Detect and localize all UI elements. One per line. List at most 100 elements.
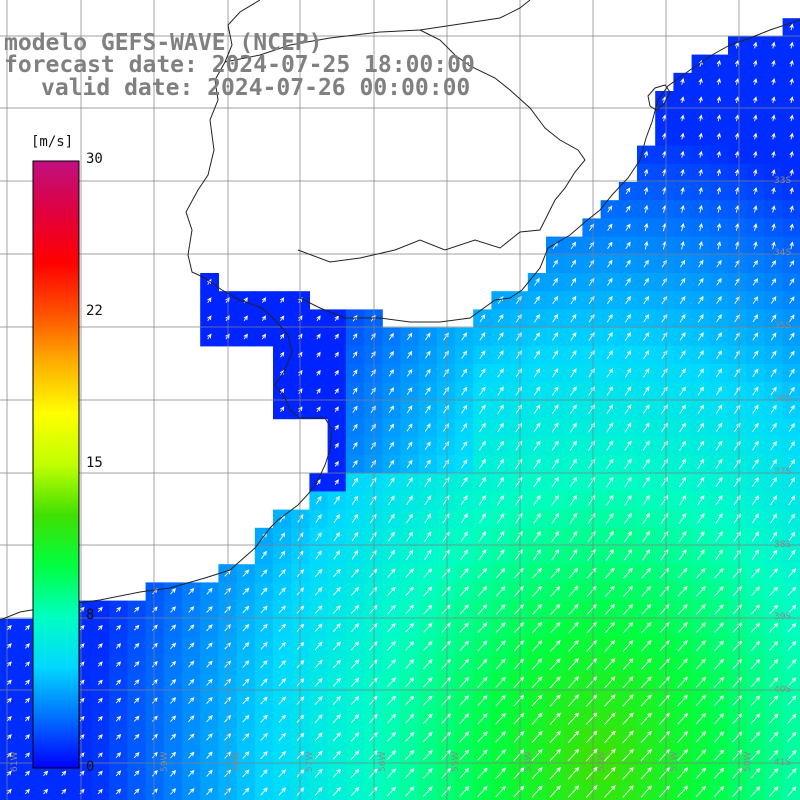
- wind-arrow: [334, 388, 339, 394]
- wind-arrow: [441, 568, 451, 579]
- wind-arrow: [624, 422, 632, 433]
- wind-arrow: [696, 549, 705, 561]
- wind-arrow: [586, 658, 598, 671]
- wind-arrow: [642, 422, 650, 433]
- wind-arrow: [715, 513, 723, 524]
- wind-arrow: [787, 677, 797, 688]
- border-line: [297, 29, 586, 263]
- wind-arrow: [752, 278, 759, 286]
- wind-arrow: [604, 676, 616, 689]
- wind-arrow: [624, 512, 632, 525]
- wind-arrow: [677, 585, 688, 597]
- wind-arrow: [622, 676, 634, 689]
- wind-arrow: [750, 767, 761, 779]
- wind-arrow: [660, 458, 668, 470]
- wind-arrow: [24, 788, 30, 795]
- wind-arrow: [206, 624, 213, 632]
- wind-arrow: [314, 750, 323, 760]
- wind-arrow: [242, 678, 250, 687]
- wind-arrow: [716, 277, 722, 286]
- wind-arrow: [513, 730, 525, 743]
- colorbar-tick-label: 15: [86, 455, 103, 471]
- wind-arrow: [405, 604, 415, 615]
- wind-arrow: [533, 422, 541, 433]
- wind-arrow: [388, 405, 395, 414]
- wind-arrow: [188, 751, 195, 759]
- wind-arrow: [697, 386, 704, 396]
- wind-arrow: [658, 712, 670, 725]
- wind-arrow: [133, 733, 140, 740]
- wind-arrow: [206, 733, 213, 741]
- wind-arrow: [768, 749, 779, 761]
- wind-arrow: [497, 440, 505, 451]
- wind-arrow: [715, 494, 723, 506]
- wind-arrow: [644, 240, 649, 250]
- wind-arrow: [334, 369, 339, 376]
- wind-arrow: [386, 786, 396, 797]
- wind-arrow: [789, 278, 795, 286]
- wind-arrow: [133, 715, 140, 722]
- wind-arrow: [770, 513, 778, 524]
- wind-arrow: [495, 676, 506, 688]
- wind-arrow: [695, 676, 707, 688]
- wind-arrow: [207, 315, 212, 322]
- wind-arrow: [350, 659, 360, 669]
- wind-arrow: [495, 586, 506, 597]
- wind-arrow: [787, 659, 797, 670]
- wind-arrow: [423, 713, 433, 724]
- wind-arrow: [242, 714, 250, 723]
- wind-arrow: [789, 205, 794, 213]
- wind-arrow: [642, 458, 650, 470]
- wind-arrow: [770, 422, 777, 433]
- wind-arrow: [768, 677, 779, 688]
- wind-arrow: [625, 313, 631, 323]
- wind-arrow: [334, 333, 339, 340]
- wind-arrow: [549, 658, 561, 670]
- wind-arrow: [368, 659, 378, 669]
- wind-arrow: [352, 351, 358, 359]
- wind-arrow: [24, 697, 30, 704]
- wind-arrow: [406, 350, 413, 359]
- wind-arrow: [188, 606, 195, 613]
- wind-arrow: [624, 350, 632, 360]
- wind-arrow: [532, 567, 542, 579]
- wind-arrow: [387, 586, 396, 596]
- wind-arrow: [771, 241, 776, 250]
- wind-arrow: [496, 494, 505, 506]
- wind-arrow: [151, 679, 158, 686]
- wind-arrow: [569, 512, 578, 525]
- wind-arrow: [752, 458, 759, 469]
- wind-arrow: [677, 604, 688, 615]
- wind-arrow: [531, 749, 543, 762]
- wind-arrow: [716, 223, 722, 232]
- wind-arrow: [495, 712, 506, 725]
- wind-arrow: [533, 548, 541, 561]
- wind-arrow: [206, 642, 213, 650]
- wind-arrow: [713, 676, 725, 688]
- wind-arrow: [680, 168, 685, 177]
- wind-arrow: [513, 749, 525, 762]
- wind-arrow: [640, 640, 652, 652]
- wind-arrow: [640, 658, 652, 670]
- wind-arrow: [515, 440, 523, 451]
- wind-arrow: [496, 512, 505, 524]
- wind-arrow: [459, 658, 470, 670]
- wind-arrow: [514, 567, 524, 579]
- wind-arrow: [697, 531, 705, 543]
- wind-arrow: [604, 712, 616, 725]
- wind-arrow: [787, 604, 797, 615]
- wind-arrow: [477, 767, 488, 779]
- wind-arrow: [695, 785, 707, 798]
- wind-arrow: [115, 752, 122, 759]
- wind-arrow: [334, 442, 339, 449]
- longitude-label: 56W: [378, 751, 388, 772]
- wind-arrow: [678, 494, 687, 506]
- wind-arrow: [606, 386, 614, 396]
- wind-arrow: [770, 332, 777, 341]
- wind-arrow: [787, 622, 797, 633]
- wind-arrow: [423, 568, 433, 578]
- wind-arrow: [567, 766, 580, 780]
- wind-arrow: [770, 495, 778, 506]
- latitude-label: 38S: [774, 540, 792, 550]
- latitude-label: 39S: [774, 612, 792, 622]
